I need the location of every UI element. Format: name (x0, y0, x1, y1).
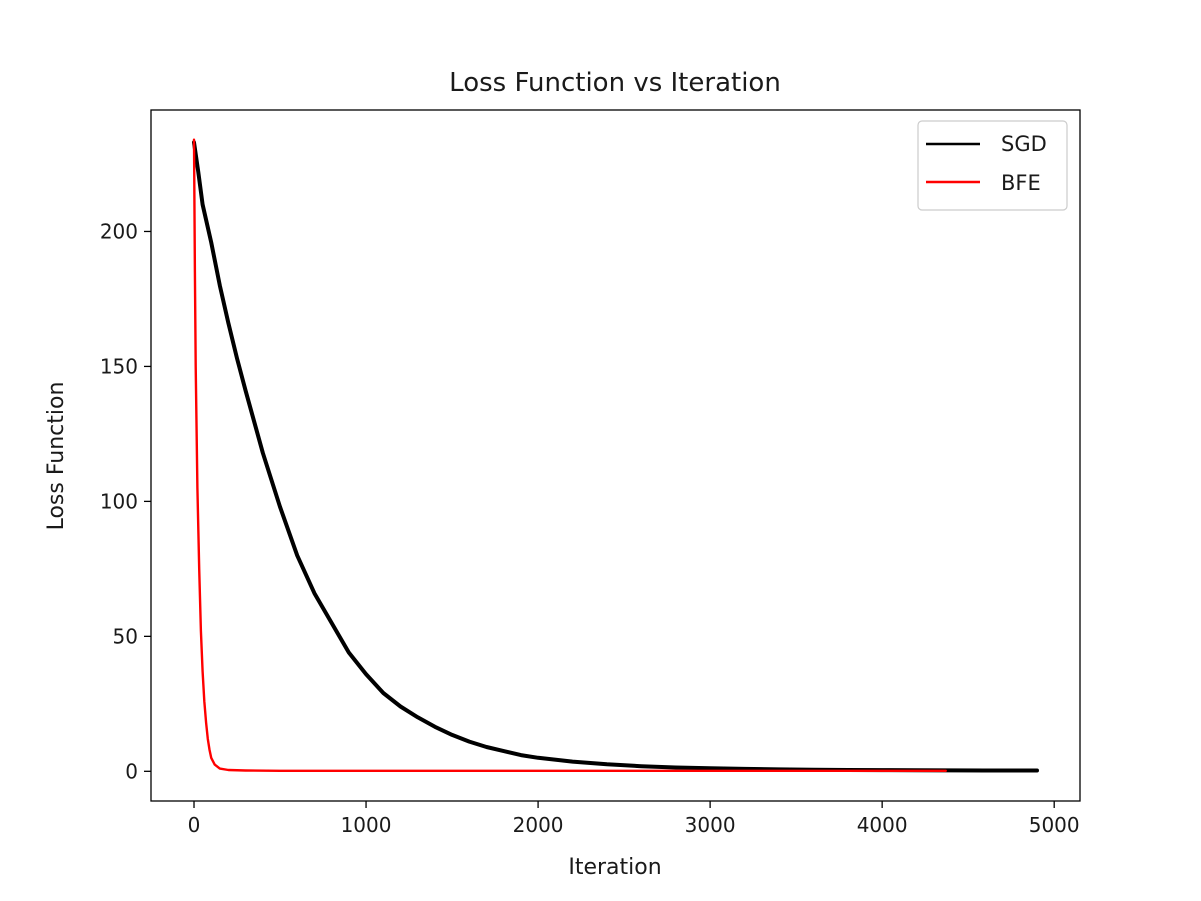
legend: SGD BFE (917, 120, 1068, 211)
y-axis-label: Loss Function (44, 382, 69, 531)
x-axis-label: Iteration (568, 855, 661, 880)
x-tick-label: 3000 (685, 813, 736, 837)
x-axis: 0 1000 2000 3000 4000 5000 (188, 801, 1080, 837)
legend-label-sgd: SGD (1001, 132, 1047, 156)
legend-label-bfe: BFE (1001, 171, 1041, 195)
x-tick-label: 2000 (513, 813, 564, 837)
y-tick-label: 200 (100, 219, 138, 243)
x-tick-label: 0 (188, 813, 201, 837)
x-tick-label: 4000 (857, 813, 908, 837)
y-tick-label: 150 (100, 354, 138, 378)
y-tick-label: 50 (113, 624, 138, 648)
y-axis: 0 50 100 150 200 (100, 219, 151, 783)
x-tick-label: 1000 (341, 813, 392, 837)
series-layer (192, 138, 1039, 773)
y-tick-label: 100 (100, 489, 138, 513)
chart-title: Loss Function vs Iteration (449, 68, 781, 98)
y-tick-label: 0 (125, 759, 138, 783)
series-line-bfe (192, 138, 947, 772)
plot-frame (150, 109, 1081, 802)
x-tick-label: 5000 (1029, 813, 1080, 837)
